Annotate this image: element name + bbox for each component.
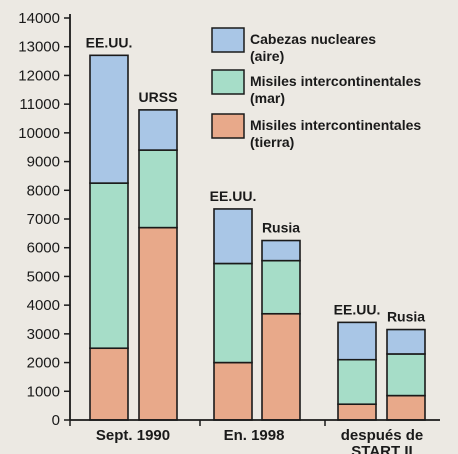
bar-segment-tierra <box>386 394 426 421</box>
bar-segment-tierra <box>213 361 253 421</box>
bar-label: EE.UU. <box>86 34 133 50</box>
legend-label-sub: (aire) <box>250 48 284 64</box>
y-tick-label: 14000 <box>18 10 60 27</box>
bar-label: EE.UU. <box>334 301 381 317</box>
bar-segment-tierra <box>138 226 178 421</box>
bar-label: Rusia <box>387 309 425 325</box>
bar-segment-mar <box>261 259 301 315</box>
bars <box>89 54 426 421</box>
y-tick-label: 8000 <box>27 182 60 199</box>
y-axis: 0 1000 2000 3000 4000 5000 6000 7000 8000 9000 100… <box>18 10 71 429</box>
y-tick-label: 13000 <box>18 39 60 56</box>
legend-swatch <box>211 27 245 53</box>
y-tick-label: 4000 <box>27 297 60 314</box>
bar-segment-mar <box>89 182 129 350</box>
bar-segment-mar <box>386 353 426 397</box>
bar-segment-aire <box>337 321 377 361</box>
legend-label: Misiles intercontinentales <box>250 73 421 89</box>
group-label: En. 1998 <box>224 427 285 444</box>
bar-segment-aire <box>89 54 129 184</box>
x-axis <box>69 419 440 426</box>
y-tick-label: 2000 <box>27 355 60 372</box>
bar-segment-aire <box>138 109 178 151</box>
y-tick-label: 11000 <box>19 96 60 113</box>
bar-segment-tierra <box>337 403 377 421</box>
legend: Cabezas nucleares(aire) Misiles intercont… <box>211 27 421 150</box>
bar-label: URSS <box>139 89 178 105</box>
y-tick-label: 1000 <box>27 383 60 400</box>
group-label: después de START II <box>341 427 424 454</box>
bar-labels: EE.UU. URSS EE.UU. Rusia EE.UU. Rusia <box>86 34 426 324</box>
bar-segment-aire <box>386 328 426 355</box>
bar-segment-mar <box>337 358 377 406</box>
y-tick-label: 7000 <box>27 211 60 228</box>
bar-segment-mar <box>213 262 253 364</box>
legend-swatch <box>211 69 245 95</box>
legend-label-sub: (tierra) <box>250 134 294 150</box>
y-tick-label: 12000 <box>18 67 60 84</box>
bar-segment-aire <box>213 208 253 265</box>
y-tick-label: 0 <box>52 412 60 429</box>
group-labels: Sept. 1990 En. 1998 después de START II <box>96 427 423 454</box>
legend-swatch <box>211 113 245 139</box>
bar-segment-mar <box>138 149 178 229</box>
y-tick-label: 10000 <box>18 125 60 142</box>
legend-label: Cabezas nucleares <box>250 31 376 47</box>
y-tick-label: 9000 <box>27 154 60 171</box>
bar-label: Rusia <box>262 220 300 236</box>
bar-segment-aire <box>261 239 301 262</box>
bar-segment-tierra <box>261 312 301 421</box>
legend-label: Misiles intercontinentales <box>250 117 421 133</box>
group-label: Sept. 1990 <box>96 427 170 444</box>
y-tick-label: 6000 <box>27 240 60 257</box>
bar-segment-tierra <box>89 347 129 421</box>
legend-label-sub: (mar) <box>250 90 285 106</box>
y-tick-label: 5000 <box>27 268 60 285</box>
bar-label: EE.UU. <box>210 188 257 204</box>
y-tick-label: 3000 <box>27 326 60 343</box>
